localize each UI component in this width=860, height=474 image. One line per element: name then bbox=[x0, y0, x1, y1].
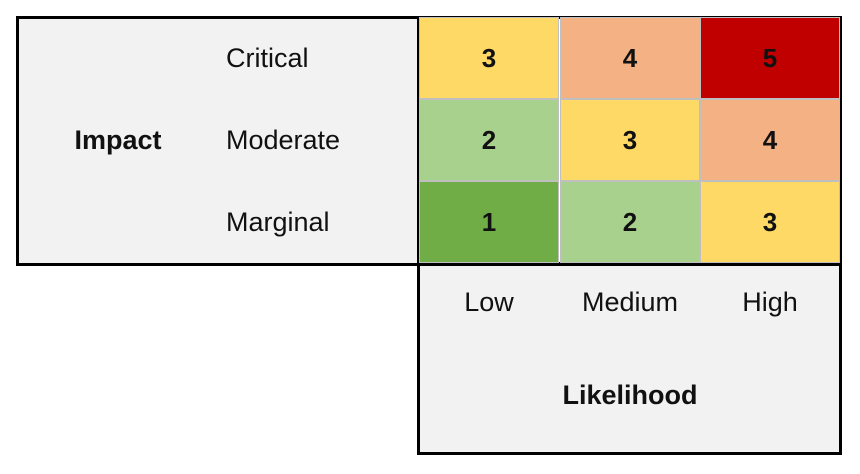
risk-cell: 2 bbox=[419, 99, 559, 181]
risk-cell: 2 bbox=[560, 181, 700, 263]
risk-cell: 3 bbox=[419, 17, 559, 99]
impact-label: Impact bbox=[74, 125, 162, 155]
risk-cell: 4 bbox=[700, 99, 840, 181]
likelihood-level: High bbox=[742, 287, 798, 317]
likelihood-panel bbox=[417, 262, 842, 455]
risk-cell: 1 bbox=[419, 181, 559, 263]
impact-level: Critical bbox=[226, 43, 309, 73]
impact-level: Marginal bbox=[226, 207, 330, 237]
risk-cell: 5 bbox=[700, 17, 840, 99]
likelihood-label: Likelihood bbox=[562, 380, 698, 410]
impact-level: Moderate bbox=[226, 125, 341, 155]
risk-cell: 3 bbox=[700, 181, 840, 263]
risk-cell: 3 bbox=[560, 99, 700, 181]
likelihood-level: Medium bbox=[581, 287, 679, 317]
likelihood-level: Low bbox=[464, 287, 514, 317]
risk-cell: 4 bbox=[560, 17, 700, 99]
impact-panel bbox=[16, 16, 422, 266]
